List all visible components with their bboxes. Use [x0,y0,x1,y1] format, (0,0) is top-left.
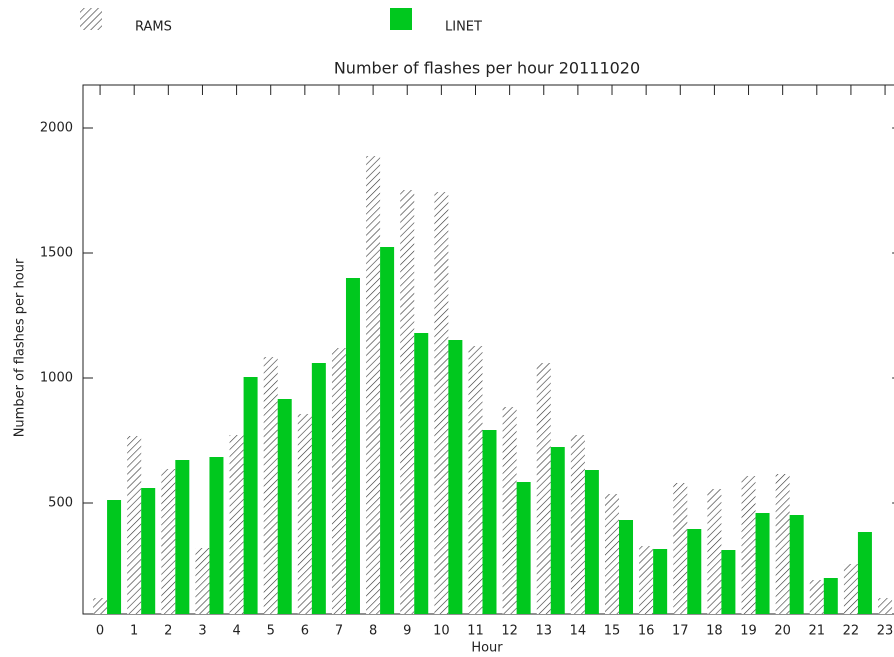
x-tick-label: 10 [433,624,450,639]
linet-bar [584,470,599,614]
linet-bar [345,278,360,614]
linet-bar [755,513,770,614]
x-tick-label: 19 [740,624,757,639]
x-tick-label: 9 [403,624,411,639]
linet-bar [687,529,702,614]
legend-label: LINET [445,20,482,35]
y-axis-label: Number of flashes per hour [13,258,28,437]
rams-bar [843,564,858,614]
x-tick-label: 15 [604,624,621,639]
linet-bar [823,578,838,614]
x-tick-label: 12 [501,624,518,639]
rams-bar [878,598,893,614]
linet-bar [277,399,292,614]
linet-bar [380,247,395,614]
x-tick-label: 11 [467,624,484,639]
linet-bar [209,457,224,614]
rams-bar [195,548,210,614]
x-tick-label: 23 [877,624,894,639]
linet-bar [107,500,122,614]
x-tick-label: 6 [301,624,309,639]
x-tick-label: 2 [164,624,172,639]
x-tick-label: 21 [809,624,826,639]
linet-bar [789,515,804,614]
linet-bar [653,549,668,614]
legend-swatch [80,8,102,30]
x-tick-label: 3 [198,624,206,639]
x-axis-label: Hour [471,641,503,656]
linet-bar [721,550,736,614]
rams-bar [707,489,722,614]
linet-bar [175,460,190,614]
linet-bar [311,363,326,614]
linet-bar [516,482,531,614]
linet-bar [550,447,565,614]
rams-bar [468,346,483,614]
rams-bar [400,190,415,614]
x-tick-label: 7 [335,624,343,639]
x-tick-label: 20 [774,624,791,639]
rams-bar [741,476,756,614]
rams-bar [502,407,517,614]
rams-bar [263,357,278,614]
x-tick-label: 5 [267,624,275,639]
y-tick-label: 500 [48,496,73,511]
rams-bar [331,348,346,614]
legend-swatch [390,8,412,30]
linet-bar [414,333,429,614]
rams-bar [297,414,312,614]
rams-bar [775,474,790,614]
rams-bar [127,436,142,614]
linet-bar [141,488,156,614]
chart-title: Number of flashes per hour 20111020 [334,59,640,78]
rams-bar [434,192,449,614]
linet-bar [857,532,872,614]
linet-bar [243,377,258,614]
y-tick-label: 1000 [40,371,73,386]
x-tick-label: 4 [232,624,240,639]
x-tick-label: 17 [672,624,689,639]
rams-bar [93,598,108,614]
rams-bar [229,435,244,614]
x-tick-label: 0 [96,624,104,639]
x-tick-label: 1 [130,624,138,639]
rams-bar [570,435,585,614]
x-tick-label: 18 [706,624,723,639]
linet-bar [482,430,497,614]
y-tick-label: 1500 [40,246,73,261]
x-tick-label: 22 [843,624,860,639]
rams-bar [809,580,824,614]
rams-bar [161,469,176,614]
x-tick-label: 8 [369,624,377,639]
x-tick-label: 14 [570,624,587,639]
rams-bar [605,494,620,614]
x-tick-label: 16 [638,624,655,639]
linet-bar [619,520,634,614]
rams-bar [673,483,688,614]
x-tick-label: 13 [535,624,552,639]
rams-bar [639,546,654,614]
linet-bar [448,340,463,614]
y-tick-label: 2000 [40,121,73,136]
rams-bar [366,156,381,614]
rams-bar [536,363,551,614]
legend-label: RAMS [135,20,172,35]
